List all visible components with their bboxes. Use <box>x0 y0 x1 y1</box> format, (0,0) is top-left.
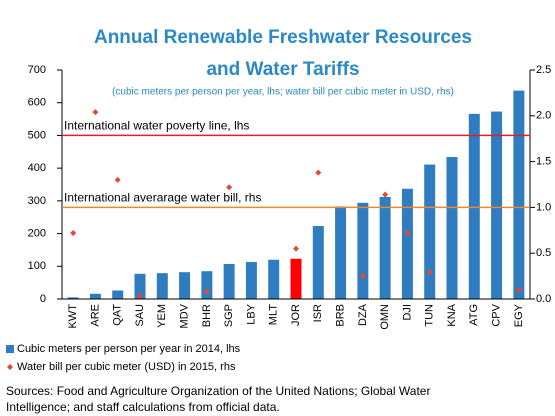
x-tick-label: SGP <box>223 304 235 327</box>
marker <box>426 269 433 276</box>
y2-tick-label: 0.5 <box>536 247 551 259</box>
x-tick-label: ISR <box>312 304 324 322</box>
y-tick-label: 700 <box>28 64 46 76</box>
y-tick-label: 300 <box>28 195 46 207</box>
marker <box>92 109 99 116</box>
bar <box>513 90 525 299</box>
x-tick-label: KNA <box>446 303 458 326</box>
x-tick-label: QAT <box>112 304 124 326</box>
bar <box>245 262 257 299</box>
x-tick-label: MLT <box>268 304 280 325</box>
marker <box>137 293 143 300</box>
y-tick-label: 100 <box>28 260 46 272</box>
bar <box>201 271 213 299</box>
chart-subtitle: (cubic meters per person per year, lhs; … <box>112 87 454 98</box>
bar <box>335 206 347 299</box>
marker <box>293 245 299 252</box>
source: Intelligence; and staff calculations fro… <box>6 400 280 414</box>
x-tick-label: JOR <box>290 304 302 326</box>
marker <box>203 288 210 295</box>
x-tick-label: DJI <box>401 304 413 321</box>
marker <box>70 230 77 237</box>
x-tick-label: KWT <box>67 304 79 329</box>
x-tick-label: DZA <box>357 303 369 326</box>
reference-label: International water poverty line, lhs <box>64 119 249 133</box>
y2-tick-label: 1.5 <box>536 156 551 168</box>
y-tick-label: 0 <box>40 293 46 305</box>
x-tick-label: MDV <box>178 303 190 328</box>
bar <box>446 157 458 299</box>
x-tick-label: BHR <box>201 304 213 327</box>
chart-title: and Water Tariffs <box>206 59 359 80</box>
y2-tick-label: 0.0 <box>536 293 551 305</box>
x-tick-label: CPV <box>490 303 502 326</box>
bar <box>89 293 101 299</box>
bar <box>223 263 235 299</box>
marker <box>114 176 121 183</box>
bar <box>468 113 480 299</box>
y2-tick-label: 2.0 <box>536 110 551 122</box>
y-tick-label: 200 <box>28 227 46 239</box>
x-tick-label: OMN <box>379 304 391 330</box>
x-tick-label: ATG <box>468 304 480 326</box>
bar <box>401 188 413 299</box>
marker <box>315 169 322 176</box>
x-tick-label: ARE <box>89 304 101 327</box>
bar <box>290 258 302 299</box>
x-tick-label: SAU <box>134 304 146 327</box>
source: Sources: Food and Agriculture Organizati… <box>6 384 430 398</box>
y2-tick-label: 1.0 <box>536 201 551 213</box>
marker <box>382 191 389 198</box>
y2-tick-label: 2.5 <box>536 64 551 76</box>
bar <box>67 297 79 299</box>
bar <box>424 164 436 299</box>
legend-label: Cubic meters per person per year in 2014… <box>17 343 241 355</box>
legend-swatch <box>7 364 13 370</box>
bar <box>179 272 191 299</box>
reference-label: International averarage water bill, rhs <box>64 191 261 205</box>
chart-title: Annual Renewable Freshwater Resources <box>94 27 472 48</box>
bar <box>379 196 391 299</box>
bar <box>357 202 369 299</box>
marker <box>404 230 411 237</box>
x-tick-label: BRB <box>334 304 346 327</box>
y-tick-label: 500 <box>28 129 46 141</box>
bar <box>156 273 168 299</box>
marker <box>226 184 233 191</box>
y-tick-label: 600 <box>28 97 46 109</box>
bar <box>112 290 124 299</box>
marker <box>359 273 366 280</box>
legend-label: Water bill per cubic meter (USD) in 2015… <box>17 361 236 373</box>
x-tick-label: TUN <box>424 304 436 327</box>
bar <box>134 273 146 299</box>
x-tick-label: YEM <box>156 304 168 328</box>
marker <box>515 286 522 293</box>
y-tick-label: 400 <box>28 162 46 174</box>
bar <box>268 259 280 299</box>
bar <box>312 226 324 299</box>
x-tick-label: EGY <box>513 303 525 327</box>
bar <box>491 111 503 299</box>
x-tick-label: LBY <box>245 303 257 324</box>
legend-swatch <box>6 345 14 353</box>
